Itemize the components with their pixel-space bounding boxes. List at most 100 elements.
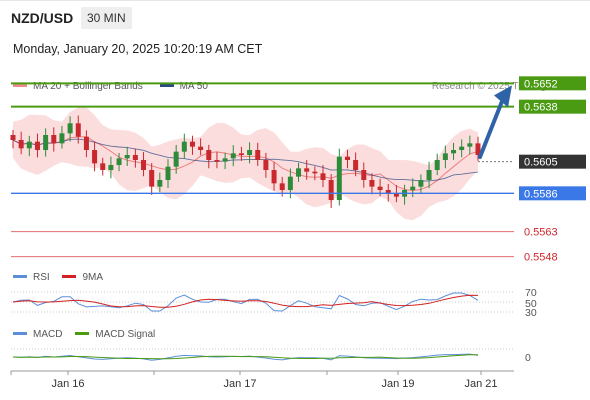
macd-line <box>12 353 479 361</box>
rsi-level-label: 30 <box>525 307 537 319</box>
candle-body <box>157 180 163 187</box>
rsi-level-label: 50 <box>525 298 537 310</box>
symbol-title: NZD/USD <box>11 10 74 26</box>
candle-body <box>410 186 416 190</box>
candle-body <box>181 141 187 152</box>
candle-body <box>279 183 285 190</box>
legend-macd-signal: MACD Signal <box>75 329 155 340</box>
candle-body <box>353 160 359 170</box>
ma50-line <box>12 138 479 182</box>
rsi-ma-swatch <box>62 274 77 278</box>
candle-body <box>230 153 236 159</box>
candle-body <box>141 160 147 170</box>
current-price-label: 0.5605 <box>524 157 558 169</box>
candle-body <box>206 150 212 160</box>
candle-body <box>255 150 261 160</box>
candle-body <box>263 160 269 170</box>
legend-ma50-label: MA 50 <box>179 81 208 92</box>
bollinger-band <box>13 107 478 221</box>
macd-legend: MACD MACD Signal <box>13 329 165 340</box>
ma50-swatch <box>159 83 174 87</box>
candle-body <box>467 143 473 147</box>
rsi-legend: RSI 9MA <box>13 272 113 283</box>
candle-body <box>287 176 293 190</box>
candle-body <box>116 158 122 165</box>
rsi-ma-line <box>12 294 479 308</box>
legend-macd-label: MACD <box>33 329 63 340</box>
timestamp: Monday, January 20, 2025 10:20:19 AM CET <box>13 42 263 56</box>
timeframe-badge[interactable]: 30 MIN <box>81 7 132 29</box>
legend-rsi: RSI <box>13 272 50 283</box>
candle-body <box>336 156 342 200</box>
legend-macd: MACD <box>13 329 62 340</box>
candle-body <box>59 133 65 144</box>
legend-ma50: MA 50 <box>159 81 208 92</box>
candle-body <box>83 136 89 150</box>
level-label-pivot: 0.5586 <box>524 188 558 200</box>
legend-bollinger: MA 20 + Bollinger Bands <box>13 81 143 92</box>
bollinger-swatch <box>13 83 27 87</box>
x-axis-tick-label: Jan 16 <box>51 378 84 390</box>
rsi-level-label: 70 <box>525 287 537 299</box>
candle-body <box>165 166 171 180</box>
rsi-line <box>12 292 479 312</box>
candle-body <box>377 186 383 190</box>
candle-body <box>393 193 399 197</box>
candle-body <box>361 170 367 180</box>
candle-body <box>475 143 481 155</box>
level-tag-resistance <box>519 76 586 91</box>
legend-bollinger-label: MA 20 + Bollinger Bands <box>33 81 143 92</box>
x-axis-tick-label: Jan 19 <box>381 378 414 390</box>
candle-body <box>214 160 220 162</box>
candle-body <box>451 150 457 154</box>
candle-body <box>173 151 179 167</box>
level-label-resistance: 0.5638 <box>524 102 558 114</box>
candle-body <box>198 146 204 150</box>
candle-body <box>26 141 32 149</box>
forecast-arrow <box>478 99 504 159</box>
candle-body <box>43 135 49 150</box>
candle-body <box>418 180 424 187</box>
candle-body <box>100 163 106 170</box>
level-label-support: 0.5563 <box>524 227 558 239</box>
macd-signal-swatch <box>75 331 90 335</box>
level-label-resistance: 0.5652 <box>524 78 558 90</box>
chart-header: NZD/USD 30 MIN <box>0 0 590 38</box>
x-axis-tick-label: Jan 17 <box>223 378 256 390</box>
candle-body <box>51 135 57 144</box>
candle-body <box>238 153 244 155</box>
candle-body <box>304 168 310 172</box>
candle-body <box>426 170 432 180</box>
main-legend: MA 20 + Bollinger Bands MA 50 <box>13 81 222 92</box>
legend-macd-signal-label: MACD Signal <box>95 329 156 340</box>
legend-rsi-ma-label: 9MA <box>82 272 104 283</box>
forecast-arrowhead <box>494 85 512 108</box>
candle-body <box>344 156 350 160</box>
candle-body <box>434 160 440 170</box>
rsi-swatch <box>13 274 27 278</box>
candle-body <box>385 190 391 194</box>
candle-body <box>67 123 73 134</box>
candle-body <box>222 158 228 162</box>
candle-body <box>296 168 302 177</box>
candle-body <box>369 180 375 187</box>
candle-body <box>312 171 318 174</box>
candle-body <box>320 173 326 180</box>
candle-body <box>75 123 81 137</box>
ma20-line <box>12 136 479 192</box>
candle-body <box>34 141 40 150</box>
candle-body <box>442 153 448 160</box>
candle-body <box>459 146 465 150</box>
macd-swatch <box>13 331 27 335</box>
candle-body <box>328 180 334 200</box>
legend-rsi-ma: 9MA <box>62 272 103 283</box>
candle-body <box>247 150 253 155</box>
candle-body <box>92 150 98 164</box>
candle-body <box>189 141 195 147</box>
level-tag-pivot <box>519 186 586 201</box>
macd-signal-line <box>12 354 479 360</box>
x-axis-tick-label: Jan 21 <box>464 378 497 390</box>
candle-body <box>108 165 114 170</box>
candle-body <box>10 135 16 140</box>
candle-body <box>149 170 155 187</box>
